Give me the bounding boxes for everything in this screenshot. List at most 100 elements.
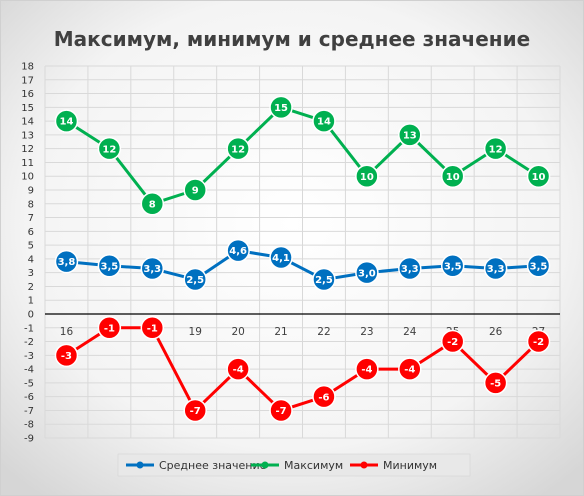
legend-box <box>117 453 471 477</box>
data-point <box>183 178 207 202</box>
y-tick-label: 14 <box>21 117 34 128</box>
y-tick-label: 4 <box>28 254 34 265</box>
legend-label: Среднее значение <box>159 459 267 472</box>
data-point <box>140 316 165 340</box>
data-point <box>312 384 336 409</box>
data-label: -1 <box>104 323 115 334</box>
data-point <box>483 371 508 395</box>
data-label: 3,5 <box>530 261 548 272</box>
data-point <box>526 329 551 354</box>
data-point <box>97 316 122 340</box>
data-label: 10 <box>360 172 374 183</box>
x-tick-label: 26 <box>489 326 503 338</box>
x-tick-label: 21 <box>274 326 287 338</box>
data-point <box>398 256 422 281</box>
x-tick-label: 22 <box>317 326 330 338</box>
data-label: 2,5 <box>315 275 333 286</box>
data-label: -7 <box>190 406 201 417</box>
data-point <box>526 164 551 188</box>
data-point <box>269 95 293 120</box>
data-label: -6 <box>318 392 329 403</box>
y-tick-label: 7 <box>28 213 34 224</box>
data-label: 12 <box>231 144 245 155</box>
y-tick-label: 17 <box>21 75 34 86</box>
data-point <box>226 238 250 263</box>
data-point <box>355 357 379 381</box>
data-point <box>140 256 165 281</box>
data-label: 14 <box>59 117 73 128</box>
data-point <box>269 398 293 423</box>
legend-marker <box>136 461 144 469</box>
data-label: 4,1 <box>272 253 290 264</box>
y-tick-label: 5 <box>28 241 34 252</box>
data-point <box>97 136 122 161</box>
data-label: 8 <box>149 199 156 210</box>
data-point <box>226 136 250 161</box>
data-label: 3,8 <box>58 257 76 268</box>
series-group: -3 -1 -1 -7 -4 -7 -6 -4 -4 -2 -5 -2 <box>54 316 551 423</box>
data-point <box>183 267 207 292</box>
y-tick-label: 13 <box>21 130 34 141</box>
data-label: 10 <box>532 172 546 183</box>
data-label: -1 <box>147 323 158 334</box>
data-point <box>97 254 122 278</box>
data-label: 12 <box>489 144 503 155</box>
y-tick-label: 16 <box>21 89 34 100</box>
y-tick-label: 0 <box>28 310 34 321</box>
y-tick-label: 10 <box>21 172 34 183</box>
data-label: 3,5 <box>444 261 462 272</box>
data-label: 2,5 <box>186 275 204 286</box>
data-point <box>398 123 422 147</box>
data-label: -7 <box>275 406 286 417</box>
legend-marker <box>261 461 269 469</box>
x-tick-label: 24 <box>403 326 417 338</box>
y-tick-label: -3 <box>24 351 34 362</box>
y-tick-label: -8 <box>24 420 34 431</box>
series-group: 3,8 3,5 3,3 2,5 4,6 4,1 2,5 3,0 3,3 3,5 3,3 3,5 <box>54 238 551 292</box>
legend-marker <box>360 461 368 469</box>
data-point <box>440 254 465 278</box>
x-tick-label: 23 <box>360 326 373 338</box>
data-point <box>312 109 336 133</box>
series: 3,8 3,5 3,3 2,5 4,6 4,1 2,5 3,0 3,3 3,5 3,3 3,5 14 12… <box>54 95 551 423</box>
data-label: -2 <box>447 337 458 348</box>
data-point <box>440 164 465 188</box>
data-label: -4 <box>361 365 372 376</box>
data-point <box>226 357 250 381</box>
x-tick-label: 19 <box>189 326 202 338</box>
data-point <box>355 260 379 285</box>
data-label: 3,5 <box>101 261 119 272</box>
y-tick-label: -7 <box>24 406 34 417</box>
data-point <box>140 192 165 216</box>
data-point <box>398 357 422 381</box>
y-tick-label: 12 <box>21 144 34 155</box>
x-tick-label: 20 <box>231 326 244 338</box>
data-label: 10 <box>446 172 460 183</box>
y-tick-label: -6 <box>24 392 34 403</box>
data-label: 14 <box>317 117 331 128</box>
y-tick-label: 11 <box>21 158 34 169</box>
data-label: -3 <box>61 351 72 362</box>
data-label: 9 <box>192 186 199 197</box>
data-label: -4 <box>404 365 415 376</box>
data-label: 3,0 <box>358 268 376 279</box>
y-tick-label: 9 <box>28 186 34 197</box>
y-tick-label: 6 <box>28 227 34 238</box>
y-tick-label: 1 <box>28 296 34 307</box>
data-label: -4 <box>233 365 244 376</box>
data-point <box>526 254 551 278</box>
data-label: 15 <box>274 103 288 114</box>
data-point <box>440 329 465 354</box>
chart-title: Максимум, минимум и среднее значение <box>54 27 530 51</box>
y-tick-label: -2 <box>24 337 34 348</box>
data-label: -2 <box>533 337 544 348</box>
data-point <box>54 343 79 368</box>
y-tick-label: 15 <box>21 103 34 114</box>
data-label: 13 <box>403 130 417 141</box>
data-label: 3,3 <box>143 264 161 275</box>
data-point <box>183 398 207 423</box>
data-label: 12 <box>102 144 116 155</box>
data-point <box>312 267 336 292</box>
